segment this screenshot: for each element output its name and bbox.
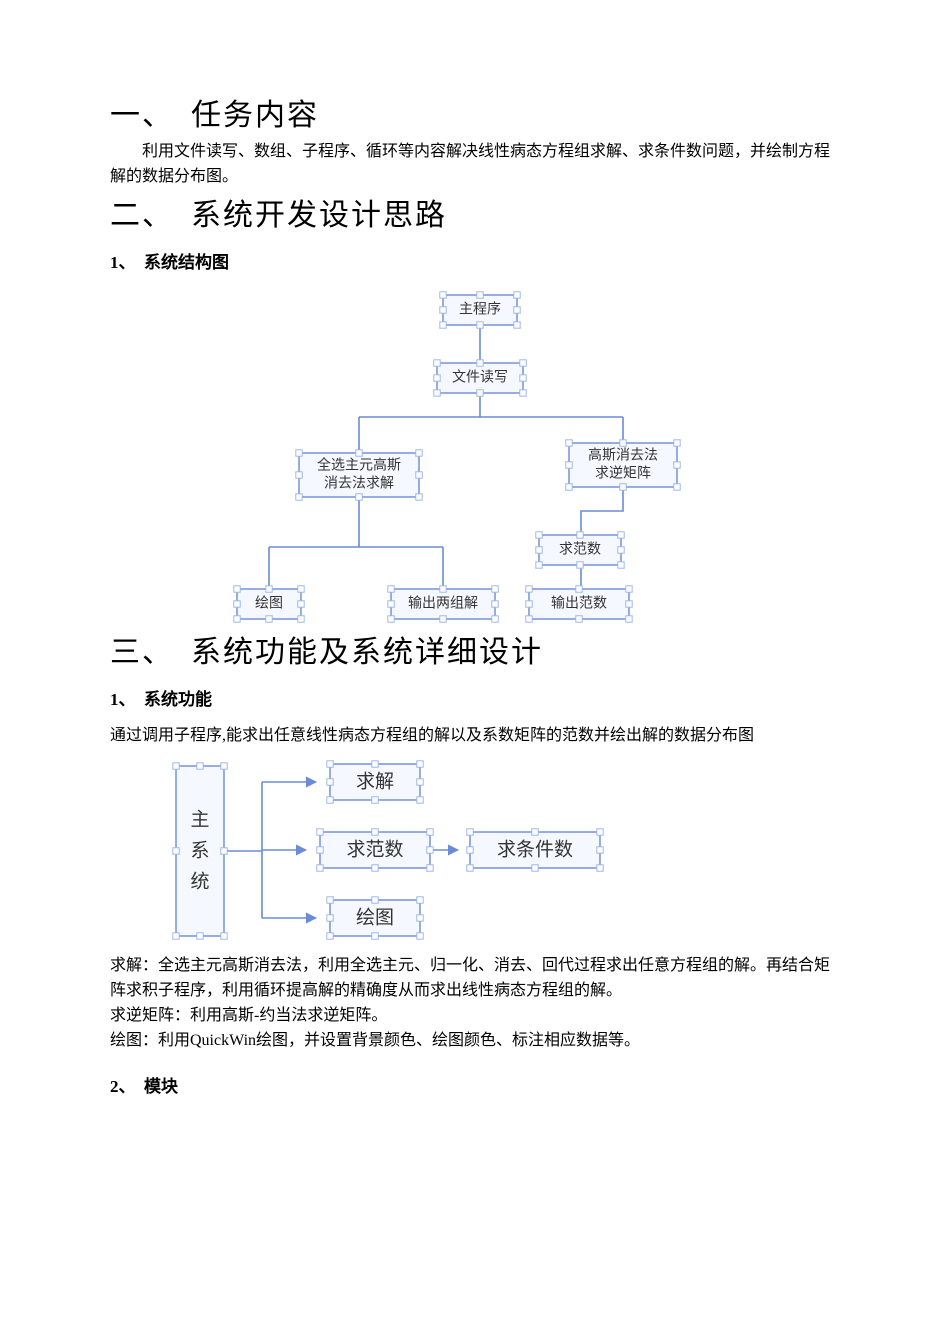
diagram-function: 主系统 求解求范数 求条件数绘图 xyxy=(110,748,865,954)
subheading-sec3-1: 1、 系统功能 xyxy=(110,685,835,710)
heading-sec2: 二、 系统开发设计思路 xyxy=(110,190,835,234)
svg-text:文件读写: 文件读写 xyxy=(452,368,508,385)
flow-node: 文件读写 xyxy=(433,359,525,395)
flow-node: 全选主元高斯消去法求解 xyxy=(295,449,421,499)
paragraph-sec3-intro: 通过调用子程序,能求出任意线性病态方程组的解以及系数矩阵的范数并绘出解的数据分布… xyxy=(110,724,835,749)
heading-sec3: 三、 系统功能及系统详细设计 xyxy=(110,627,835,671)
document-page: 一、 任务内容 利用文件读写、数组、子程序、循环等内容解决线性病态方程组求解、求… xyxy=(0,0,945,1337)
flow-node: 求解 xyxy=(327,761,423,803)
paragraph-sec3-draw: 绘图：利用QuickWin绘图，并设置背景颜色、绘图颜色、标注相应数据等。 xyxy=(110,1029,835,1054)
svg-text:求范数: 求范数 xyxy=(346,839,403,861)
svg-text:统: 统 xyxy=(190,871,209,893)
svg-text:消去法求解: 消去法求解 xyxy=(324,475,394,491)
svg-text:全选主元高斯: 全选主元高斯 xyxy=(317,456,401,473)
subheading-sec3-2: 2、 模块 xyxy=(110,1072,835,1097)
paragraph-sec3-inverse: 求逆矩阵：利用高斯-约当法求逆矩阵。 xyxy=(110,1004,835,1029)
flow-node: 求范数 xyxy=(317,829,433,871)
svg-text:系: 系 xyxy=(190,840,209,862)
flow-node: 主系统 xyxy=(173,763,227,939)
svg-text:高斯消去法: 高斯消去法 xyxy=(588,446,658,463)
svg-text:绘图: 绘图 xyxy=(255,595,283,611)
flow-node: 高斯消去法求逆矩阵 xyxy=(565,439,679,489)
svg-text:求逆矩阵: 求逆矩阵 xyxy=(595,465,651,481)
flowchart-1: 主程序文件读写全选主元高斯消去法求解 高斯消去法求逆矩阵求范数绘图 输出两组解 输出范… xyxy=(213,287,733,627)
flow-node: 求范数 xyxy=(535,531,623,567)
paragraph-sec1: 利用文件读写、数组、子程序、循环等内容解决线性病态方程组求解、求条件数问题，并绘… xyxy=(110,140,835,190)
flow-node: 求条件数 xyxy=(467,829,603,871)
paragraph-sec3-solve: 求解：全选主元高斯消去法，利用全选主元、归一化、消去、回代过程求出任意方程组的解… xyxy=(110,954,835,1004)
heading-sec1: 一、 任务内容 xyxy=(110,90,835,134)
svg-text:输出两组解: 输出两组解 xyxy=(408,595,478,611)
flow-node: 主程序 xyxy=(439,291,519,327)
svg-text:求条件数: 求条件数 xyxy=(497,839,573,861)
flow-node: 输出范数 xyxy=(525,585,631,621)
flow-node: 绘图 xyxy=(327,897,423,939)
svg-text:输出范数: 输出范数 xyxy=(551,594,607,611)
svg-text:主程序: 主程序 xyxy=(459,301,501,317)
svg-text:求解: 求解 xyxy=(356,771,394,793)
flow-node: 输出两组解 xyxy=(387,585,497,621)
svg-text:主: 主 xyxy=(190,809,209,831)
svg-text:求范数: 求范数 xyxy=(559,540,601,557)
flowchart-2: 主系统 求解求范数 求条件数绘图 xyxy=(140,748,660,954)
diagram-structure: 主程序文件读写全选主元高斯消去法求解 高斯消去法求逆矩阵求范数绘图 输出两组解 输出范… xyxy=(110,287,835,627)
svg-text:绘图: 绘图 xyxy=(356,907,394,929)
subheading-sec2-1: 1、 系统结构图 xyxy=(110,248,835,273)
flow-node: 绘图 xyxy=(233,585,303,621)
